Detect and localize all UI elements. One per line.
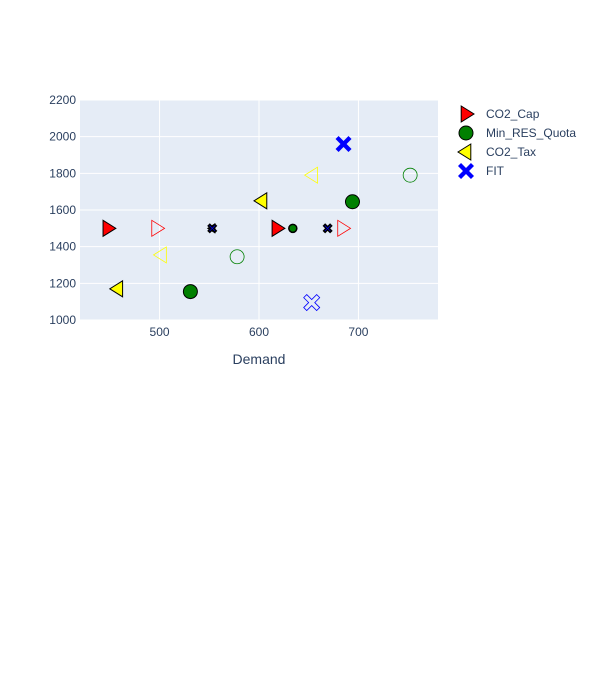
x-tick-label: 700 — [348, 325, 368, 339]
legend-marker — [457, 143, 472, 161]
data-point-co2-tax — [108, 279, 124, 298]
y-tick-label: 2200 — [49, 93, 76, 107]
legend-label: FIT — [486, 164, 505, 178]
data-points — [102, 136, 418, 312]
legend-item[interactable]: Min_RES_Quota — [458, 125, 576, 141]
legend-marker — [460, 105, 475, 123]
data-point-fit — [335, 136, 352, 152]
legend[interactable]: CO2_Cap Min_RES_Quota CO2_Tax FIT — [457, 105, 576, 179]
y-tick-label: 1800 — [49, 166, 76, 180]
data-point-co2-cap — [271, 219, 286, 238]
legend-item[interactable]: CO2_Tax — [457, 143, 536, 161]
tick-labels: 500 600 700 1000 1200 1400 1600 1800 2000 2200 — [49, 93, 368, 339]
y-tick-label: 1000 — [49, 313, 76, 327]
legend-label: CO2_Tax — [486, 145, 536, 159]
data-point-fit — [207, 223, 218, 234]
y-tick-label: 1600 — [49, 203, 76, 217]
y-tick-label: 2000 — [49, 130, 76, 144]
data-point-min-res-quota — [344, 194, 360, 210]
data-point-co2-cap — [151, 219, 166, 238]
legend-item[interactable]: FIT — [458, 163, 505, 179]
x-axis-title: Demand — [233, 351, 286, 367]
legend-label: Min_RES_Quota — [486, 126, 576, 140]
y-tick-label: 1400 — [49, 240, 76, 254]
legend-marker — [458, 125, 474, 141]
data-point-co2-tax — [253, 191, 268, 210]
data-point-fit — [322, 223, 333, 234]
data-point-co2-cap — [337, 219, 352, 238]
data-point-co2-cap — [102, 219, 117, 238]
data-point-min-res-quota — [288, 223, 298, 234]
legend-marker — [458, 163, 474, 179]
data-point-co2-tax — [152, 246, 167, 264]
legend-label: CO2_Cap — [486, 107, 540, 121]
data-point-min-res-quota — [402, 167, 418, 183]
data-point-co2-tax — [303, 166, 318, 184]
x-tick-label: 500 — [150, 325, 170, 339]
data-point-min-res-quota — [229, 249, 245, 265]
y-tick-label: 1200 — [49, 276, 76, 290]
grid-lines — [80, 99, 438, 321]
data-point-min-res-quota — [182, 284, 198, 300]
x-tick-label: 600 — [249, 325, 269, 339]
legend-item[interactable]: CO2_Cap — [460, 105, 540, 123]
data-point-fit — [303, 294, 321, 312]
